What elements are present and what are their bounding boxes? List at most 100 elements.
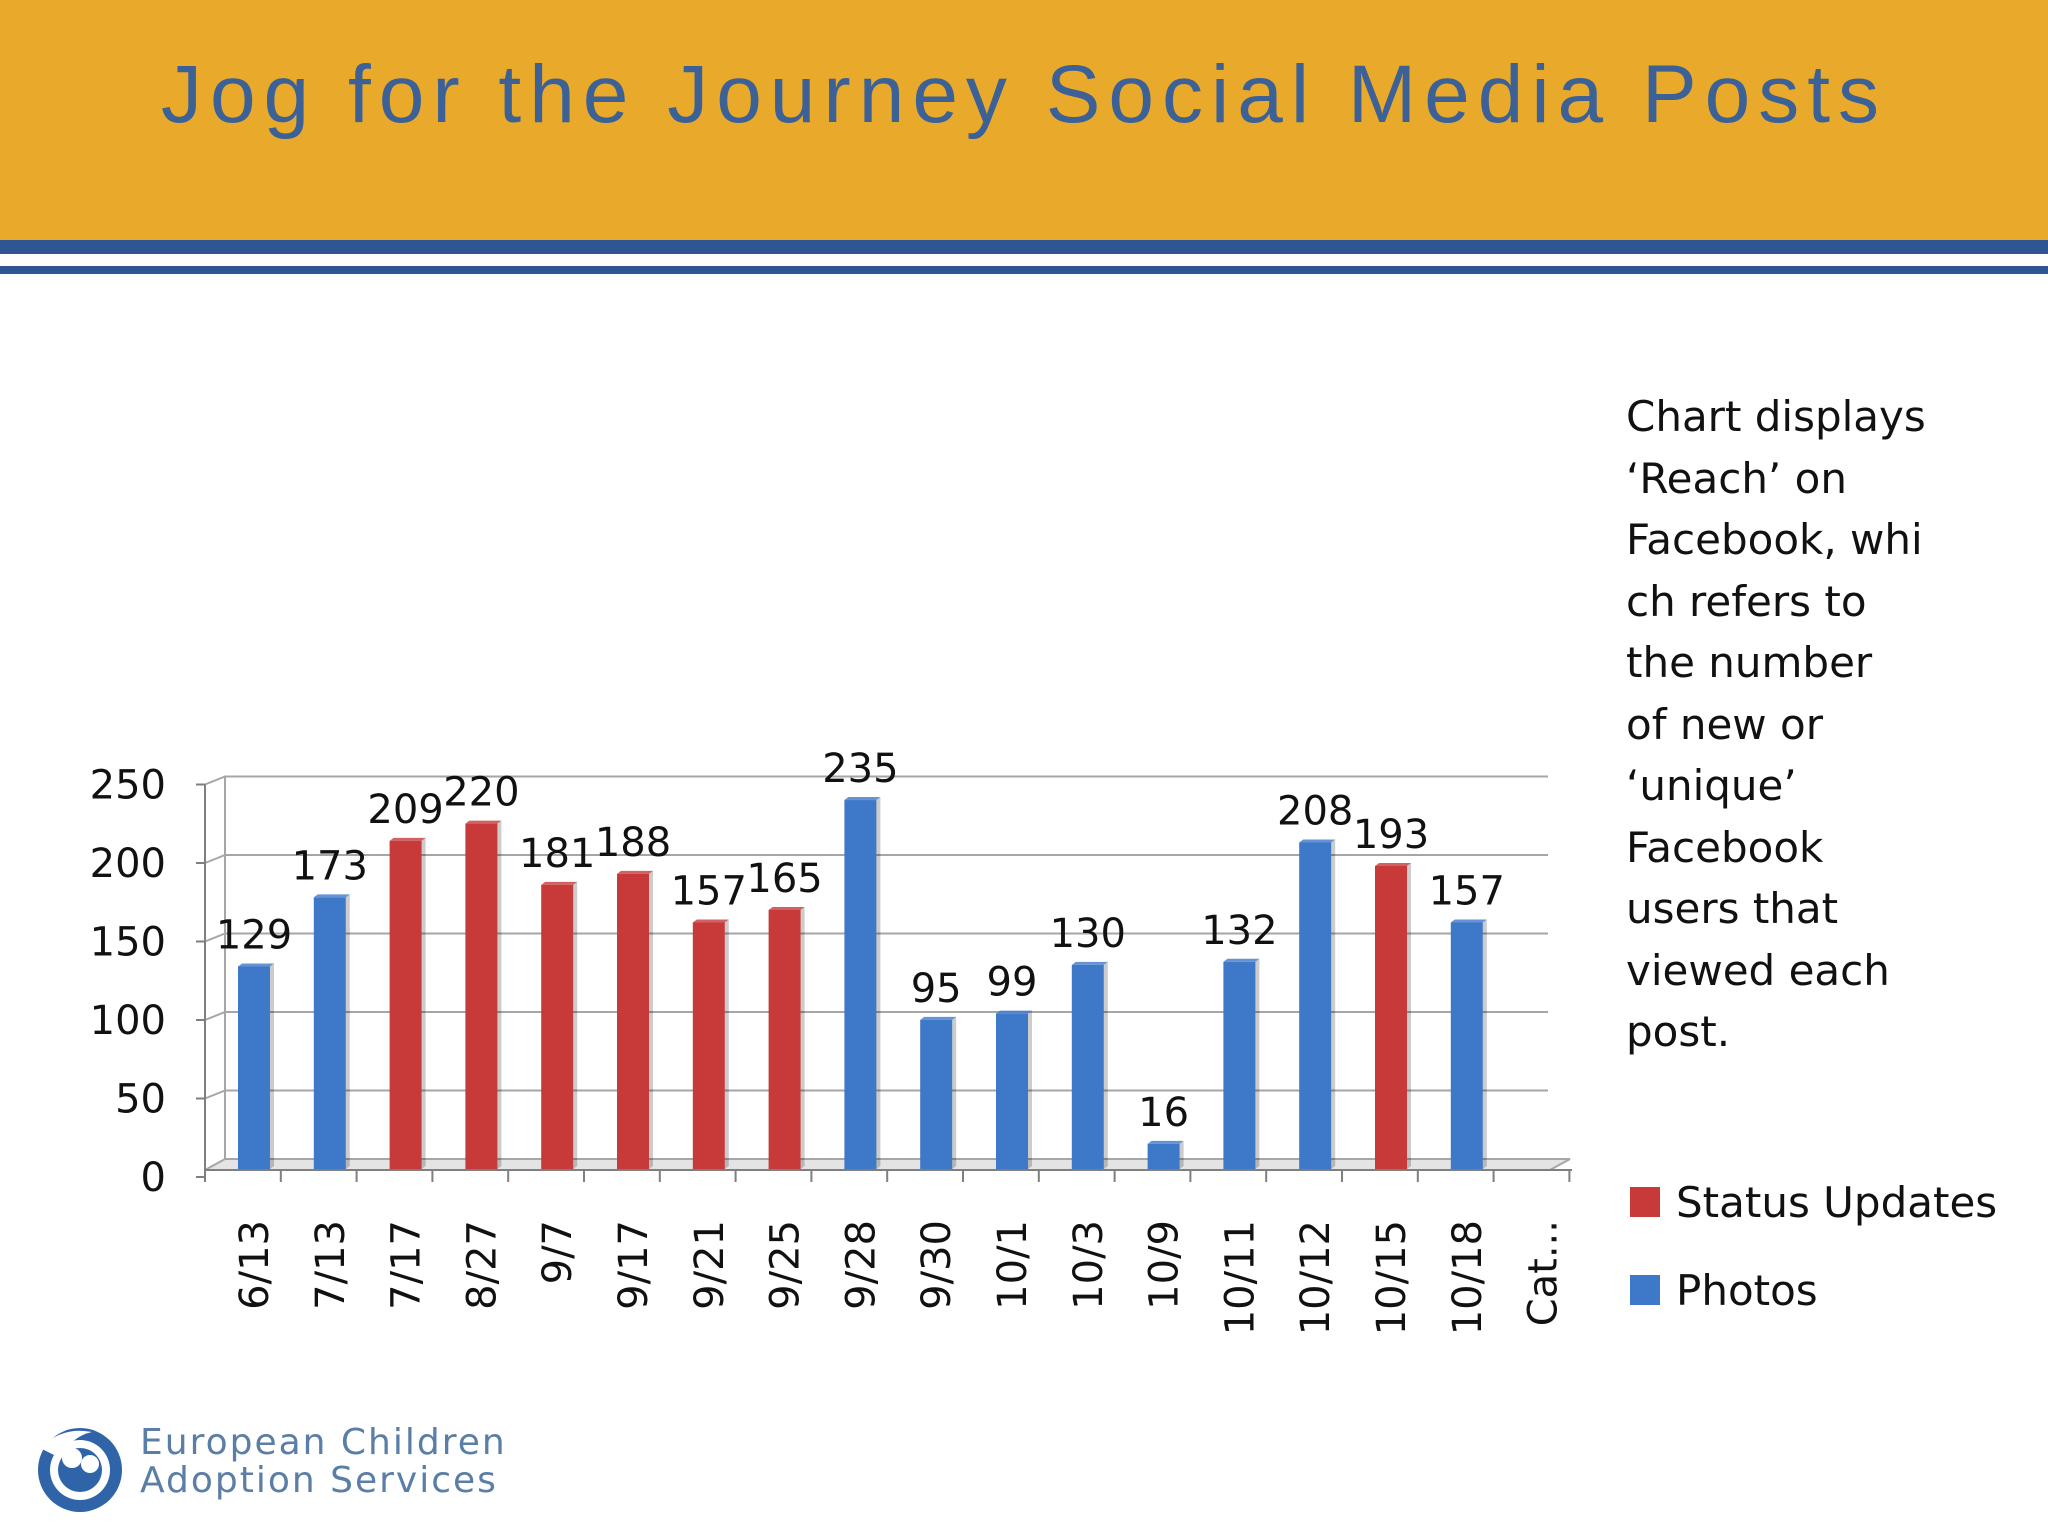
- data-label: 132: [1201, 908, 1277, 954]
- chart-note-line: the number: [1626, 638, 1873, 687]
- x-tick-label: 10/18: [1445, 1220, 1491, 1335]
- x-tick-label: 10/1: [990, 1220, 1036, 1310]
- legend-label-photos: Photos: [1676, 1265, 1818, 1315]
- chart-note: Chart displays ‘Reach’ on Facebook, whi ch …: [1626, 386, 1946, 1063]
- bar-side: [649, 870, 653, 1169]
- bar-side: [1179, 1140, 1184, 1169]
- bar: [541, 884, 574, 1169]
- bar-side: [800, 906, 805, 1169]
- bar-top: [692, 919, 729, 923]
- bar: [1299, 842, 1332, 1169]
- bar-top: [1147, 1140, 1184, 1144]
- x-tick-label: 7/13: [308, 1220, 354, 1310]
- bar: [1450, 922, 1483, 1169]
- x-tick-label: 6/13: [232, 1220, 278, 1310]
- organization-name: European Children Adoption Services: [140, 1425, 507, 1501]
- bar: [1223, 961, 1256, 1169]
- bar-side: [724, 919, 729, 1169]
- bar: [1375, 865, 1407, 1169]
- bar-side: [345, 894, 350, 1169]
- y-tick-label: 50: [115, 1077, 166, 1123]
- data-label: 188: [595, 820, 671, 866]
- data-label: 157: [671, 869, 747, 915]
- title-banner: [0, 0, 2048, 240]
- x-tick-label: 10/9: [1142, 1220, 1188, 1310]
- x-tick-label: 9/25: [763, 1220, 809, 1310]
- bar-side: [573, 881, 578, 1169]
- data-label: 157: [1429, 869, 1505, 915]
- data-label: 16: [1138, 1090, 1189, 1136]
- legend-swatch-status-updates: [1630, 1187, 1660, 1217]
- bar-side: [1331, 839, 1336, 1169]
- bar-top: [1223, 958, 1260, 962]
- bar: [768, 909, 801, 1169]
- bar: [465, 823, 498, 1169]
- data-label: 208: [1277, 788, 1353, 834]
- x-tick-label: 10/11: [1217, 1220, 1263, 1335]
- x-tick-label: 7/17: [384, 1220, 430, 1310]
- legend-swatch-photos: [1630, 1275, 1660, 1305]
- y-tick-label: 200: [90, 841, 166, 887]
- chart-note-line: post.: [1626, 1007, 1731, 1056]
- y-tick-label: 0: [141, 1155, 166, 1201]
- bar-side: [421, 837, 426, 1169]
- x-tick-label: 10/12: [1293, 1220, 1339, 1335]
- x-tick-label: 9/7: [535, 1220, 581, 1284]
- bar: [920, 1019, 953, 1169]
- chart-note-line: Facebook, whi: [1626, 515, 1923, 564]
- bar-top: [1299, 839, 1336, 843]
- bar-side: [270, 963, 274, 1169]
- x-tick-label: 8/27: [459, 1220, 505, 1310]
- bar-side: [1482, 919, 1487, 1169]
- chart-note-line: ch refers to: [1626, 576, 1867, 626]
- bar: [238, 966, 270, 1169]
- page-title: Jog for the Journey Social Media Posts: [160, 49, 1888, 140]
- data-label: 220: [443, 770, 519, 816]
- data-label: 95: [911, 966, 962, 1012]
- bar: [1071, 964, 1104, 1169]
- organization-logo: [38, 1428, 122, 1512]
- bar-side: [1255, 958, 1260, 1169]
- bar-side: [1103, 961, 1108, 1169]
- bar-top: [1450, 919, 1487, 923]
- bar-side: [1028, 1010, 1032, 1169]
- x-tick-label: 9/28: [838, 1220, 884, 1310]
- chart-note-line: viewed each: [1626, 945, 1890, 995]
- x-tick-label: 10/3: [1066, 1220, 1112, 1310]
- data-label: 165: [746, 856, 822, 902]
- bar-top: [313, 894, 350, 898]
- chart-note-line: of new or: [1626, 699, 1823, 749]
- header-rule-thick: [0, 240, 2048, 254]
- y-tick-label: 100: [90, 998, 166, 1044]
- bar-side: [876, 797, 881, 1169]
- bar: [692, 922, 725, 1169]
- x-tick-label: Cat...: [1521, 1220, 1567, 1326]
- bar: [389, 840, 422, 1169]
- bar-side: [952, 1016, 957, 1169]
- legend-label-status-updates: Status Updates: [1676, 1177, 1998, 1227]
- bar-side: [497, 820, 502, 1169]
- bar-top: [1375, 862, 1411, 866]
- x-tick-label: 9/17: [611, 1220, 657, 1310]
- data-label: 181: [519, 831, 595, 877]
- data-label: 235: [822, 746, 898, 792]
- data-label: 193: [1353, 812, 1429, 858]
- bar-top: [844, 797, 881, 801]
- data-label: 130: [1050, 911, 1126, 957]
- x-tick-label: 9/21: [687, 1220, 733, 1310]
- bar: [313, 897, 346, 1169]
- data-label: 209: [367, 787, 443, 833]
- organization-name-line: Adoption Services: [140, 1460, 498, 1501]
- legend-item-photos: Photos: [1630, 1260, 1818, 1320]
- y-tick-label: 150: [90, 920, 166, 966]
- header-rule-thin: [0, 266, 2048, 274]
- organization-name-line: European Children: [140, 1422, 507, 1463]
- data-label: 99: [987, 960, 1038, 1006]
- bar-top: [996, 1010, 1032, 1014]
- bar-top: [238, 963, 274, 967]
- bar-top: [465, 820, 502, 824]
- bar-top: [768, 906, 805, 910]
- bar-top: [617, 870, 653, 874]
- bar: [617, 873, 649, 1169]
